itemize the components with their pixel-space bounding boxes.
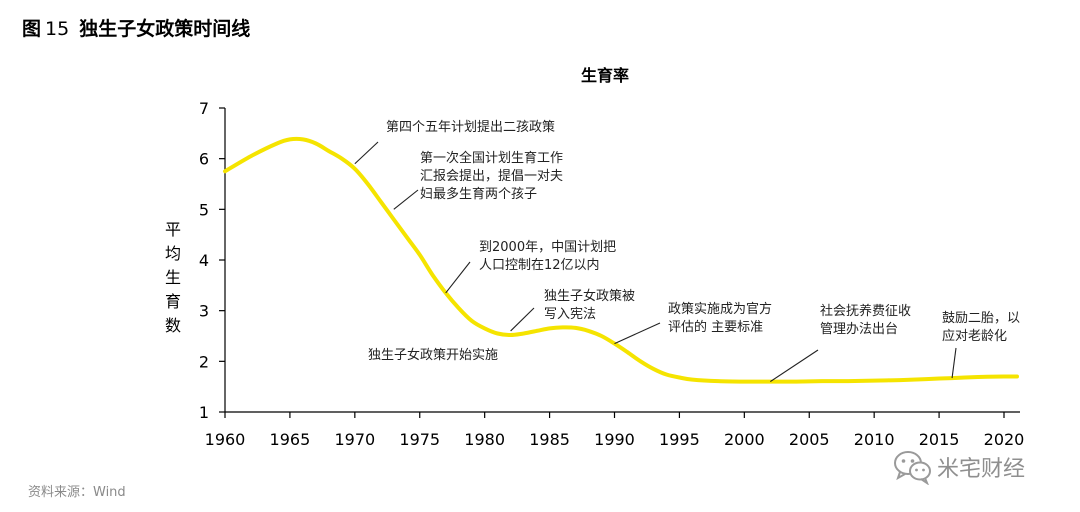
x-tick-label: 1980 [464,430,505,449]
annotation-text: 评估的 主要标准 [668,319,763,335]
source-note: 资料来源：Wind [28,485,126,500]
y-tick-label: 3 [199,302,209,321]
x-tick-label: 1975 [399,430,440,449]
y-tick-label: 6 [199,150,209,169]
annotation-text: 汇报会提出，提倡一对夫 [420,168,563,184]
x-tick-label: 1960 [205,430,246,449]
annotation-text: 第一次全国计划生育工作 [420,150,563,166]
x-tick-label: 1995 [659,430,700,449]
x-tick-label: 2015 [919,430,960,449]
annotation-text: 应对老龄化 [942,328,1007,344]
x-tick-label: 1985 [529,430,570,449]
x-tick-label: 2010 [854,430,895,449]
annotation-text: 第四个五年计划提出二孩政策 [386,119,555,135]
annotation-text: 鼓励二胎，以 [942,311,1020,326]
y-tick-label: 1 [199,403,209,422]
y-axis-label: 平均生育数 [164,220,181,335]
figure-title-text: 独生子女政策时间线 [79,18,251,40]
x-tick-label: 1990 [594,430,635,449]
watermark-text: 米宅财经 [937,457,1026,482]
annotation-text: 人口控制在12亿以内 [479,257,600,273]
annotation-text: 管理办法出台 [820,322,898,337]
annotation-leader-line [354,141,379,165]
annotation-leader-line [769,349,819,383]
annotation-leader-line [951,347,957,379]
y-tick-label: 4 [199,251,209,270]
x-tick-label: 1965 [270,430,311,449]
x-tick-label: 2005 [789,430,830,449]
figure-title: 图 15 独生子女政策时间线 [22,14,250,41]
annotation-text: 社会抚养费征收 [820,303,911,319]
annotation-leader-line [614,322,661,345]
annotation-text: 独生子女政策开始实施 [368,347,498,363]
annotation-text: 妇最多生育两个孩子 [420,186,537,202]
y-tick-label: 2 [199,352,209,371]
y-tick-label: 7 [199,99,209,118]
wechat-icon [894,451,931,485]
annotation-text: 写入宪法 [544,306,596,322]
x-tick-label: 2000 [724,430,765,449]
annotation-leader-line [393,189,419,210]
annotation-text: 到2000年，中国计划把 [479,240,616,255]
y-tick-label: 5 [199,200,209,219]
x-tick-label: 1970 [334,430,375,449]
fertility-series-line [223,136,1019,384]
figure-label: 图 [22,18,42,40]
chart-title: 生育率 [580,66,629,85]
annotation-leader-line [510,307,535,332]
annotation-text: 政策实施成为官方 [668,301,772,317]
figure-number: 15 [45,18,70,40]
annotation-text: 独生子女政策被 [544,288,635,304]
annotation-leader-line [445,261,471,294]
watermark: 米宅财经 [893,449,1025,485]
x-tick-label: 2020 [984,430,1025,449]
